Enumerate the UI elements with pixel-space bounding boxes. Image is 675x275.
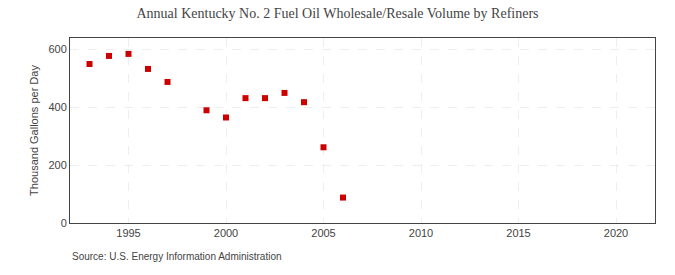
svg-text:Annual Kentucky No. 2 Fuel Oil: Annual Kentucky No. 2 Fuel Oil Wholesale… — [136, 6, 538, 21]
svg-text:2010: 2010 — [409, 227, 433, 239]
svg-text:0: 0 — [61, 217, 67, 229]
svg-text:2000: 2000 — [214, 227, 238, 239]
svg-text:Source: U.S. Energy Informatio: Source: U.S. Energy Information Administ… — [72, 251, 282, 262]
svg-text:2015: 2015 — [506, 227, 530, 239]
svg-text:2020: 2020 — [604, 227, 628, 239]
svg-text:2005: 2005 — [311, 227, 335, 239]
svg-text:Thousand Gallons per Day: Thousand Gallons per Day — [28, 65, 40, 196]
svg-text:200: 200 — [48, 159, 66, 171]
svg-text:400: 400 — [48, 101, 66, 113]
svg-text:1995: 1995 — [116, 227, 140, 239]
svg-text:600: 600 — [48, 43, 66, 55]
